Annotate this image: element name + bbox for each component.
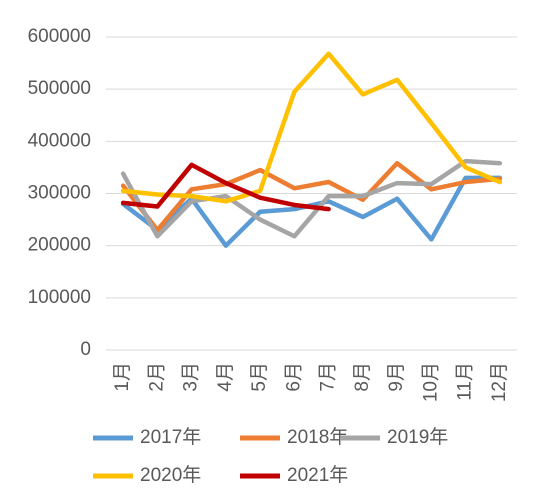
x-tick-label: 7月 xyxy=(318,362,339,392)
y-tick-label: 500000 xyxy=(28,78,91,99)
legend-label: 2018年 xyxy=(287,426,348,448)
y-tick-label: 200000 xyxy=(28,235,91,256)
legend-label: 2017年 xyxy=(140,426,201,448)
legend-label: 2019年 xyxy=(387,426,448,448)
y-tick-label: 300000 xyxy=(28,183,91,204)
x-tick-label: 5月 xyxy=(249,362,270,392)
x-tick-label: 9月 xyxy=(386,362,407,392)
x-tick-label: 4月 xyxy=(215,362,236,392)
x-tick-label: 12月 xyxy=(489,362,510,402)
series-line xyxy=(120,162,331,212)
y-tick-label: 100000 xyxy=(28,287,91,308)
x-tick-label: 6月 xyxy=(283,362,304,392)
legend-label: 2021年 xyxy=(287,464,348,486)
legend-label: 2020年 xyxy=(140,464,201,486)
y-tick-label: 400000 xyxy=(28,130,91,151)
x-tick-label: 1月 xyxy=(112,362,133,392)
x-tick-label: 10月 xyxy=(420,362,441,402)
series-line xyxy=(120,51,503,204)
x-tick-label: 8月 xyxy=(352,362,373,392)
x-tick-label: 11月 xyxy=(455,362,476,401)
y-tick-label: 0 xyxy=(80,339,91,360)
x-tick-label: 2月 xyxy=(146,362,167,392)
y-tick-label: 600000 xyxy=(28,26,91,47)
x-tick-label: 3月 xyxy=(181,362,202,392)
series-line xyxy=(120,158,503,239)
